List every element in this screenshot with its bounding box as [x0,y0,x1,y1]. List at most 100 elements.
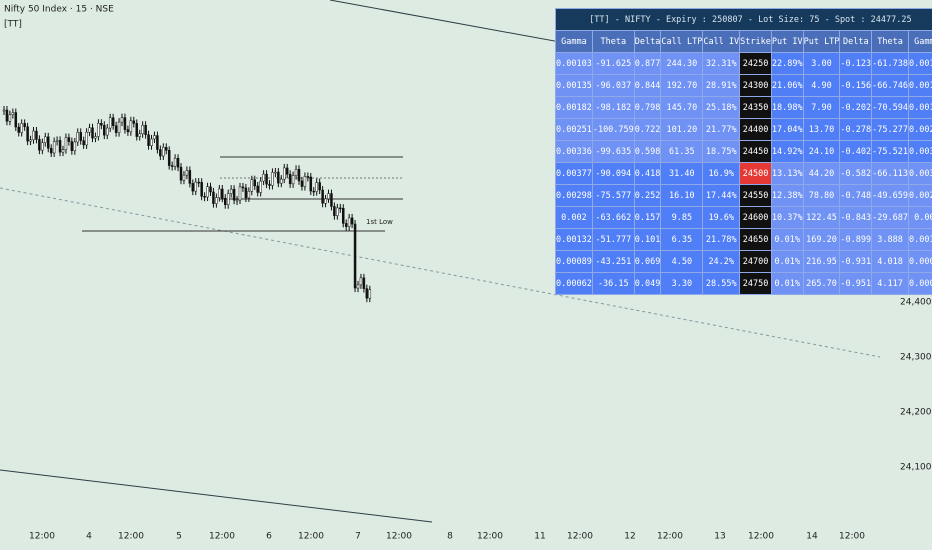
candle [262,173,265,182]
table-cell: 0.00132 [555,228,593,251]
candle [58,140,62,153]
table-cell: -0.899 [839,228,873,251]
candle [226,193,230,205]
table-cell: 0.844 [633,74,662,97]
table-cell: 24600 [739,206,772,229]
candle [344,223,348,227]
table-cell: 0.00062 [555,272,593,295]
candle [5,109,9,122]
option-chain: [TT] - NIFTY - Expiry : 250807 - Lot Siz… [555,8,932,295]
table-cell: -0.843 [839,206,873,229]
table-cell: 18.98% [770,96,804,119]
candle [108,117,112,129]
time-label: 12 [624,532,635,542]
table-cell: 0.00062 [907,272,932,295]
table-cell: 21.06% [770,74,804,97]
table-cell: 0.598 [633,140,662,163]
table-cell: -100.759 [591,118,635,141]
candle [347,217,351,227]
candle [49,148,53,154]
table-cell: -63.662 [591,206,635,229]
table-row: 0.00377 -90.094 0.418 31.40 16.9% 24500 13.13%… [555,162,932,185]
table-cell: 21.78% [702,228,741,251]
candle [288,174,292,185]
candle [153,135,156,140]
candle [229,188,233,194]
candle [277,171,280,184]
candle [191,183,195,192]
candle [79,132,82,141]
candle [123,117,127,130]
candle [97,122,100,137]
table-title: [TT] - NIFTY - Expiry : 250807 - Lot Siz… [555,8,932,31]
table-cell: 0.01% [770,272,804,295]
table-cell: 122.45 [802,206,841,229]
candle [232,188,236,201]
table-cell: 10.37% [770,206,804,229]
table-cell: -0.931 [839,250,873,273]
table-cell: 25.18% [702,96,741,119]
table-cell: -0.582 [839,162,873,185]
candle [67,137,71,142]
table-cell: 0.00132 [907,228,932,251]
table-cell: 28.55% [702,272,741,295]
candle [14,112,18,128]
column-header: Theta [871,30,909,53]
table-cell: -0.748 [839,184,873,207]
price-label: 24,100.00 [900,463,932,473]
table-row: 0.00132 -51.777 0.101 6.35 21.78% 24650 0.01% 1… [555,228,932,251]
table-cell: -75.577 [591,184,635,207]
candle [114,125,118,133]
table-cell: 0.101 [633,228,662,251]
table-cell: -36.15 [591,272,635,295]
table-cell: 0.01% [770,228,804,251]
table-cell: 4.018 [871,250,909,273]
table-row: 0.002 -63.662 0.157 9.85 19.6% 24600 10.37% 122… [555,206,932,229]
candle [224,197,227,205]
table-cell: 24250 [739,52,772,75]
table-cell: 9.85 [660,206,704,229]
table-cell: 0.049 [633,272,662,295]
candle [356,284,360,289]
table-cell: -90.094 [591,162,635,185]
table-cell: 169.20 [802,228,841,251]
candle [106,127,109,136]
candle [303,176,307,187]
candle [38,139,41,151]
column-header: Theta [591,30,635,53]
candle [132,120,136,124]
table-cell: -0.278 [839,118,873,141]
table-cell: 0.01% [770,250,804,273]
table-cell: 101.20 [660,118,704,141]
price-label: 24,200.00 [900,408,932,418]
candle [333,206,336,216]
table-cell: -98.182 [591,96,635,119]
table-cell: -29.687 [871,206,909,229]
candle [29,139,32,142]
table-cell: 24450 [739,140,772,163]
time-label: 12:00 [298,532,324,542]
candle [144,125,147,135]
table-cell: -0.951 [839,272,873,295]
table-cell: 0.069 [633,250,662,273]
table-cell: 3.00 [802,52,841,75]
candle [359,277,363,286]
candle [147,134,150,146]
candle [167,150,171,166]
candle [32,130,35,141]
candle [173,157,177,167]
candle [285,167,289,175]
candle [215,197,218,204]
time-label: 11 [534,532,545,542]
table-cell: 21.77% [702,118,741,141]
candle [283,167,286,180]
table-row: 0.00103 -91.625 0.877 244.30 32.31% 24250 22.8… [555,52,932,75]
table-cell: 24.10 [802,140,841,163]
candle [52,141,56,154]
table-cell: 16.9% [702,162,741,185]
candle [111,117,115,126]
table-cell: 31.40 [660,162,704,185]
time-label: 12:00 [118,532,144,542]
title-row: [TT] - NIFTY - Expiry : 250807 - Lot Siz… [555,8,932,31]
table-cell: 24350 [739,96,772,119]
